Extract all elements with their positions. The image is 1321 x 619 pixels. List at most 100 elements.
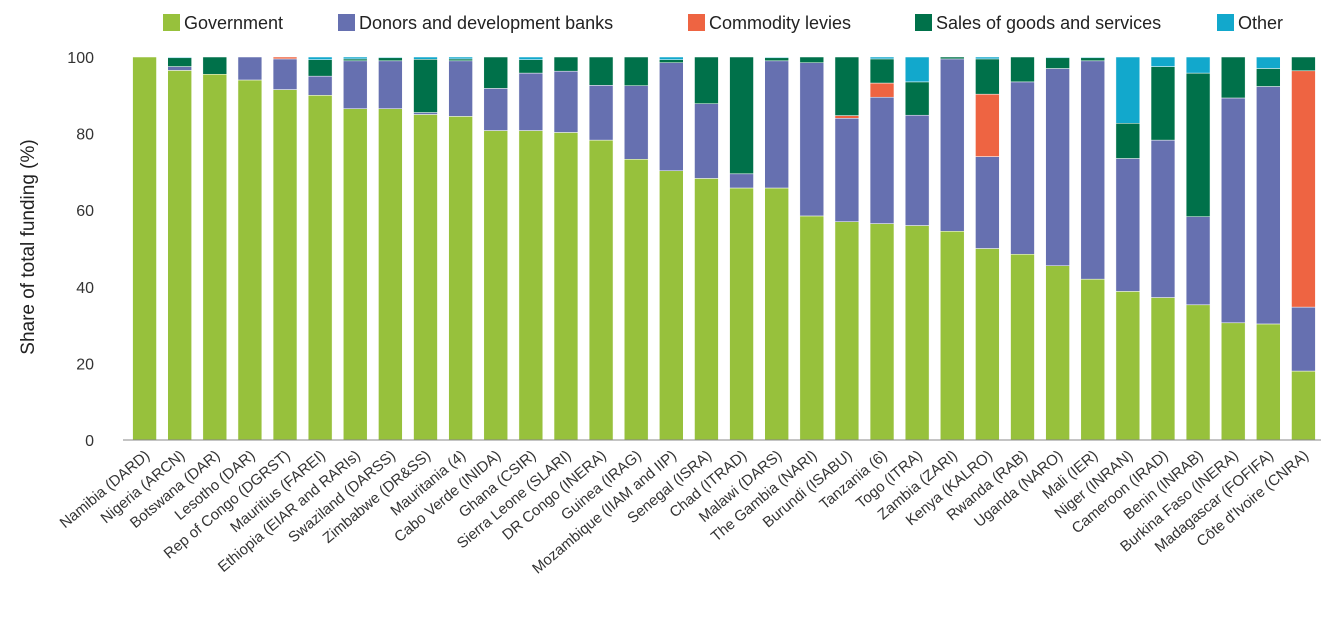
bar-segment xyxy=(1150,297,1176,441)
bar-segment xyxy=(694,56,719,104)
bar-segment xyxy=(518,130,544,441)
bar-stack xyxy=(1010,56,1035,441)
bar-stack xyxy=(1291,56,1316,441)
bar-segment xyxy=(413,114,438,441)
bar-segment xyxy=(307,56,333,60)
legend-label: Government xyxy=(184,13,283,33)
bar-segment xyxy=(904,81,930,116)
bar-segment xyxy=(588,85,614,141)
bar-stack xyxy=(483,56,508,441)
bar-segment xyxy=(553,56,579,72)
bar-segment xyxy=(518,72,544,131)
bar-segment xyxy=(834,221,860,441)
bar-stack xyxy=(1150,56,1176,441)
bar-segment xyxy=(588,56,614,86)
bar-segment xyxy=(413,59,438,113)
bar-segment xyxy=(764,187,789,441)
bar-stack xyxy=(413,56,438,441)
bar-segment xyxy=(1291,306,1316,372)
bar-segment xyxy=(1080,60,1105,280)
bar-stack xyxy=(975,56,1000,441)
bar-stack xyxy=(237,56,263,441)
bar-segment xyxy=(1256,323,1281,441)
bar-segment xyxy=(834,118,860,222)
bar-segment xyxy=(272,58,298,90)
y-tick-label: 20 xyxy=(76,356,94,373)
bar-segment xyxy=(1115,291,1141,441)
bar-stack xyxy=(272,56,298,441)
legend-swatch xyxy=(163,14,180,31)
bar-segment xyxy=(378,57,403,62)
bar-segment xyxy=(413,112,438,115)
bar-segment xyxy=(1115,56,1141,124)
bar-segment xyxy=(1010,56,1035,83)
bar-segment xyxy=(1150,66,1176,141)
bar-segment xyxy=(378,56,403,59)
bar-stack xyxy=(343,56,368,441)
bar-segment xyxy=(237,56,263,81)
bar-stack xyxy=(764,56,789,441)
bar-stack xyxy=(904,56,930,441)
bar-segment xyxy=(904,114,930,226)
bar-segment xyxy=(1115,158,1141,292)
legend-swatch xyxy=(338,14,355,31)
bar-segment xyxy=(1291,70,1316,308)
bar-stack xyxy=(694,56,719,441)
bar-stack xyxy=(588,56,614,441)
y-tick-label: 100 xyxy=(67,50,94,67)
bar-segment xyxy=(518,56,544,60)
bar-segment xyxy=(237,79,263,441)
bar-stack xyxy=(1221,56,1246,441)
bar-segment xyxy=(483,88,508,131)
bar-segment xyxy=(518,59,544,74)
bar-stack xyxy=(1045,56,1070,441)
bar-stack xyxy=(307,56,333,441)
bar-segment xyxy=(307,75,333,96)
bar-stack xyxy=(553,56,579,441)
bar-segment xyxy=(483,56,508,89)
bar-segment xyxy=(799,215,824,441)
bar-stack xyxy=(1256,56,1281,441)
bar-stack xyxy=(940,56,965,441)
bar-segment xyxy=(975,56,1000,60)
legend-label: Donors and development banks xyxy=(359,13,613,33)
bar-segment xyxy=(413,56,438,60)
bar-segment xyxy=(448,58,473,62)
bar-segment xyxy=(799,56,824,63)
bar-segment xyxy=(940,56,965,60)
bar-segment xyxy=(869,82,895,98)
bar-segment xyxy=(1291,56,1316,72)
bar-segment xyxy=(1045,68,1070,266)
bar-segment xyxy=(448,60,473,117)
bar-stack xyxy=(132,56,157,441)
bar-segment xyxy=(553,70,579,133)
bar-segment xyxy=(483,130,508,441)
bar-segment xyxy=(1256,68,1281,87)
bar-segment xyxy=(1185,72,1211,217)
bar-segment xyxy=(167,57,192,67)
bar-stack xyxy=(518,56,544,441)
y-tick-label: 80 xyxy=(76,127,94,144)
bar-segment xyxy=(1010,254,1035,441)
bar-segment xyxy=(448,56,473,60)
legend-swatch xyxy=(688,14,705,31)
bar-segment xyxy=(975,248,1000,441)
plot-area xyxy=(132,56,1316,441)
bar-segment xyxy=(659,62,684,172)
bar-stack xyxy=(167,56,192,441)
bar-segment xyxy=(1045,265,1070,441)
y-tick-label: 60 xyxy=(76,203,94,220)
bar-stack xyxy=(729,56,754,441)
bar-segment xyxy=(343,108,368,441)
bar-segment xyxy=(1115,123,1141,159)
bar-segment xyxy=(834,56,860,116)
bar-stack xyxy=(799,56,824,441)
bar-stack xyxy=(1080,56,1105,441)
bar-segment xyxy=(659,59,684,63)
bar-segment xyxy=(167,56,192,59)
bar-segment xyxy=(167,70,192,441)
bar-stack xyxy=(202,56,227,441)
bar-stack xyxy=(624,56,649,441)
bar-segment xyxy=(869,96,895,224)
